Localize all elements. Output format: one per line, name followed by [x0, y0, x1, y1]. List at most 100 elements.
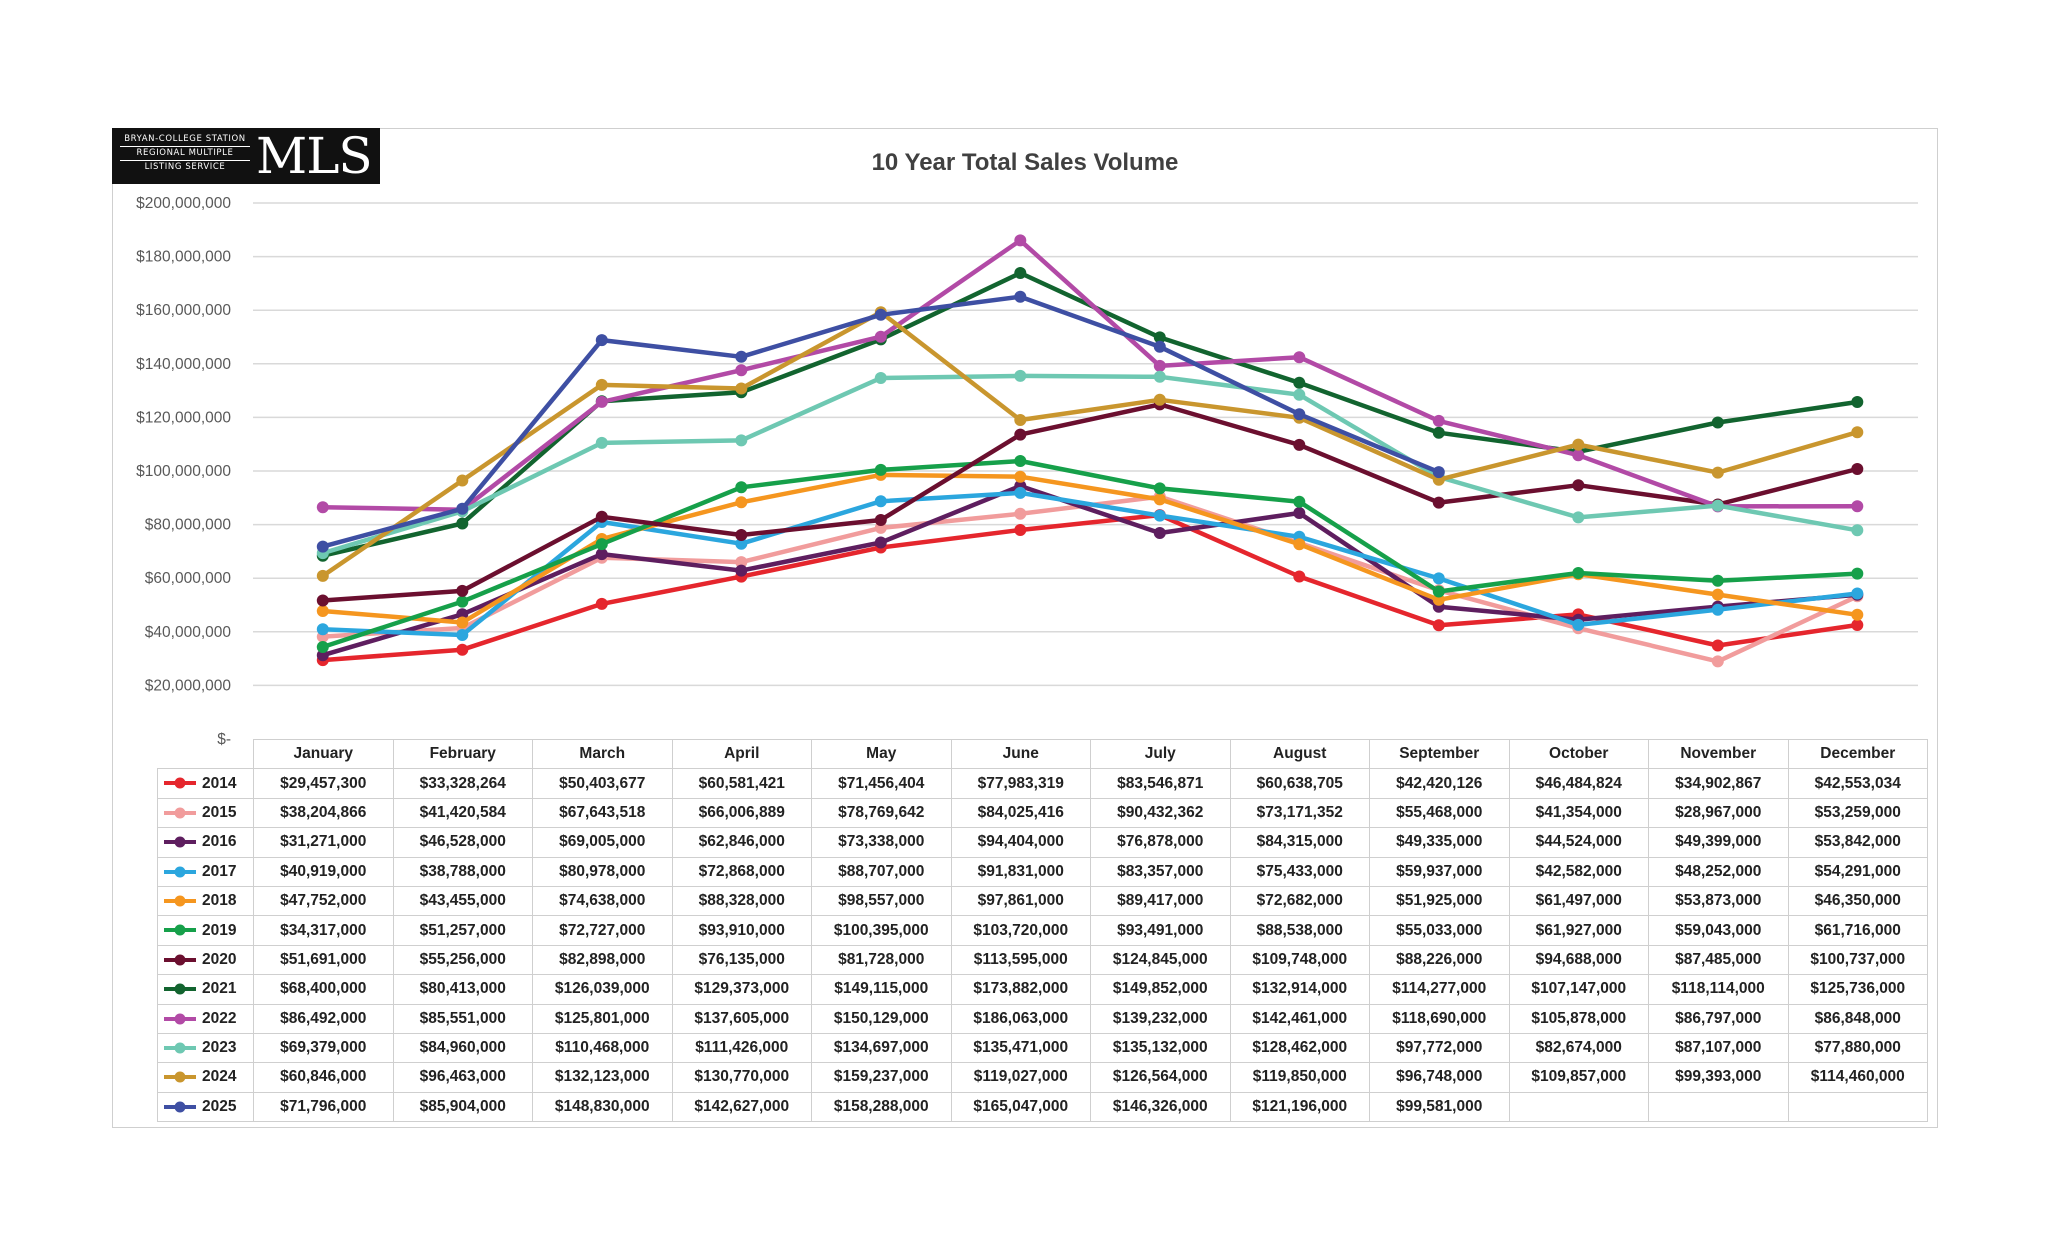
data-point-2025: [735, 350, 748, 363]
table-cell: $38,788,000: [392, 856, 533, 887]
table-cell: $28,967,000: [1648, 797, 1789, 829]
column-header: January: [253, 738, 394, 770]
table-cell: $49,335,000: [1369, 827, 1510, 858]
table-cell: $129,373,000: [671, 974, 812, 1005]
table-cell: $114,460,000: [1787, 1062, 1928, 1093]
table-row: 2015 $38,204,866 $41,420,584 $67,643,518 $66…: [157, 797, 1928, 829]
data-point-2020: [316, 594, 329, 607]
table-cell: $89,417,000: [1090, 885, 1231, 917]
table-cell: $103,720,000: [950, 915, 1091, 946]
data-point-2018: [1293, 538, 1306, 551]
table-cell: $78,769,642: [811, 797, 952, 829]
data-point-2018: [1153, 493, 1166, 506]
data-point-2022: [1014, 234, 1027, 247]
legend-entry: 2025: [157, 1091, 254, 1123]
legend-key-marker: [174, 1013, 186, 1025]
data-point-2023: [1293, 388, 1306, 401]
data-point-2023: [874, 372, 887, 384]
table-cell: $71,456,404: [811, 768, 952, 799]
table-cell: $34,317,000: [253, 915, 394, 946]
table-cell: $84,025,416: [950, 797, 1091, 829]
table-cell: $46,484,824: [1508, 768, 1649, 799]
table-cell: $119,027,000: [950, 1062, 1091, 1093]
table-cell: $80,978,000: [532, 856, 673, 887]
table-cell: $148,830,000: [532, 1091, 673, 1123]
data-point-2024: [1153, 393, 1166, 406]
table-cell: $67,643,518: [532, 797, 673, 829]
y-tick-label: $120,000,000: [136, 409, 231, 426]
data-point-2021: [1851, 396, 1864, 408]
data-point-2015: [735, 556, 748, 569]
table-cell: $62,846,000: [671, 827, 812, 858]
table-cell: $109,748,000: [1229, 944, 1370, 976]
logo-line-1: BRYAN-COLLEGE STATION: [120, 133, 250, 147]
data-point-2017: [1432, 572, 1445, 585]
data-point-2025: [595, 334, 608, 347]
table-row: 2020 $51,691,000 $55,256,000 $82,898,000 $76…: [157, 944, 1928, 976]
table-cell: $165,047,000: [950, 1091, 1091, 1123]
legend-key-icon: [164, 836, 196, 848]
column-header: November: [1648, 738, 1789, 770]
column-header: March: [532, 738, 673, 770]
table-cell: $149,852,000: [1090, 974, 1231, 1005]
data-point-2018: [1851, 608, 1864, 621]
table-cell: $146,326,000: [1090, 1091, 1231, 1123]
data-table-wrapper: January February March April May June July Augu…: [157, 738, 1928, 1123]
table-cell: $86,797,000: [1648, 1003, 1789, 1034]
legend-entry: 2023: [157, 1032, 254, 1064]
table-cell: $47,752,000: [253, 885, 394, 917]
table-row: 2021 $68,400,000 $80,413,000 $126,039,000 $1…: [157, 974, 1928, 1005]
table-cell: $51,257,000: [392, 915, 533, 946]
series-2024: [316, 306, 1864, 582]
legend-key-icon: [164, 1042, 196, 1054]
table-cell: $72,868,000: [671, 856, 812, 887]
table-cell: $34,902,867: [1648, 768, 1789, 799]
data-point-2019: [1432, 585, 1445, 598]
data-point-2021: [1153, 331, 1166, 344]
table-cell: $113,595,000: [950, 944, 1091, 976]
data-point-2021: [456, 517, 469, 530]
legend-key-marker: [174, 895, 186, 907]
table-cell: $109,857,000: [1508, 1062, 1649, 1093]
data-point-2014: [456, 643, 469, 656]
table-cell: $46,350,000: [1787, 885, 1928, 917]
table-cell: $76,135,000: [671, 944, 812, 976]
table-cell: $100,737,000: [1787, 944, 1928, 976]
y-tick-label: $160,000,000: [136, 302, 231, 319]
legend-key-icon: [164, 807, 196, 819]
table-cell: $128,462,000: [1229, 1032, 1370, 1064]
y-tick-label: $100,000,000: [136, 463, 231, 480]
legend-label: 2020: [202, 950, 237, 968]
legend-label: 2025: [202, 1097, 237, 1115]
logo-text-small: BRYAN-COLLEGE STATION REGIONAL MULTIPLE …: [120, 133, 250, 174]
legend-key-marker: [174, 1042, 186, 1054]
data-point-2021: [1293, 376, 1306, 389]
data-point-2017: [874, 495, 887, 508]
legend-key-icon: [164, 983, 196, 995]
table-row: 2019 $34,317,000 $51,257,000 $72,727,000 $93…: [157, 915, 1928, 946]
table-cell: $48,252,000: [1648, 856, 1789, 887]
legend-key-marker: [174, 1101, 186, 1113]
table-cell: $97,861,000: [950, 885, 1091, 917]
table-cell: $93,491,000: [1090, 915, 1231, 946]
table-cell: $88,538,000: [1229, 915, 1370, 946]
data-point-2020: [595, 510, 608, 523]
table-cell: $55,256,000: [392, 944, 533, 976]
legend-key-icon: [164, 1013, 196, 1025]
legend-key-icon: [164, 1071, 196, 1083]
table-cell: $73,338,000: [811, 827, 952, 858]
data-point-2020: [874, 514, 887, 526]
data-point-2018: [1711, 588, 1724, 601]
table-cell: $60,846,000: [253, 1062, 394, 1093]
table-cell: $53,842,000: [1787, 827, 1928, 858]
table-cell: $60,581,421: [671, 768, 812, 799]
table-cell: $107,147,000: [1508, 974, 1649, 1005]
legend-entry: 2019: [157, 915, 254, 946]
column-header: December: [1787, 738, 1928, 770]
table-cell: $135,471,000: [950, 1032, 1091, 1064]
legend-entry: 2016: [157, 827, 254, 858]
data-point-2019: [1153, 482, 1166, 495]
data-point-2020: [1014, 428, 1027, 441]
data-point-2018: [1014, 470, 1027, 483]
